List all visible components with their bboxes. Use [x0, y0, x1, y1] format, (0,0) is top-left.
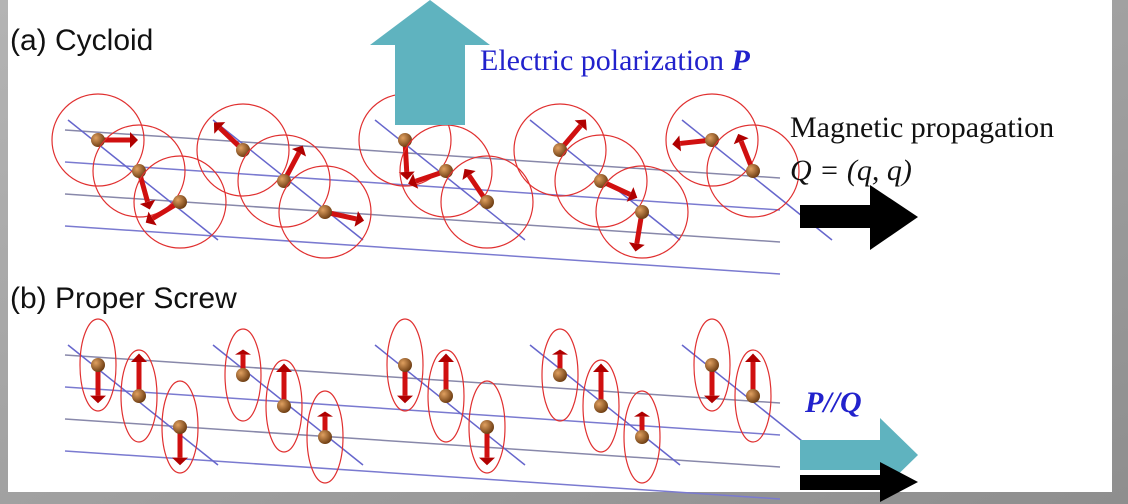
atom [480, 420, 494, 434]
atom [635, 205, 649, 219]
atom [439, 389, 453, 403]
atom [236, 143, 250, 157]
atom [480, 195, 494, 209]
atom [746, 389, 760, 403]
page: {"panel_a": {"label": "(a) Cycloid"}, "p… [0, 0, 1128, 504]
atom [91, 133, 105, 147]
atom [318, 430, 332, 444]
atom [318, 205, 332, 219]
atom [132, 164, 146, 178]
atom [277, 174, 291, 188]
atom [594, 174, 608, 188]
atom [594, 399, 608, 413]
propagation-formula: Q = (q, q) [790, 154, 912, 187]
atom [746, 164, 760, 178]
atom [398, 358, 412, 372]
propagation-label: Magnetic propagation [790, 111, 1054, 144]
polarization-symbol: P [731, 44, 751, 77]
atom [398, 133, 412, 147]
polarization-label: Electric polarization P [480, 44, 751, 77]
atom [132, 389, 146, 403]
atom [236, 368, 250, 382]
atom [91, 358, 105, 372]
atom [439, 164, 453, 178]
atom [635, 430, 649, 444]
atom [553, 143, 567, 157]
atom [277, 399, 291, 413]
atom [705, 133, 719, 147]
atom [173, 420, 187, 434]
diagram: (a) Cycloid Electric polarization P Magn… [0, 0, 1128, 504]
panel-b-label: (b) Proper Screw [10, 282, 237, 315]
pq-label: P//Q [804, 386, 862, 419]
atom [553, 368, 567, 382]
polarization-text: Electric polarization [480, 44, 724, 77]
panel-a-label: (a) Cycloid [10, 24, 153, 57]
atom [173, 195, 187, 209]
atom [705, 358, 719, 372]
